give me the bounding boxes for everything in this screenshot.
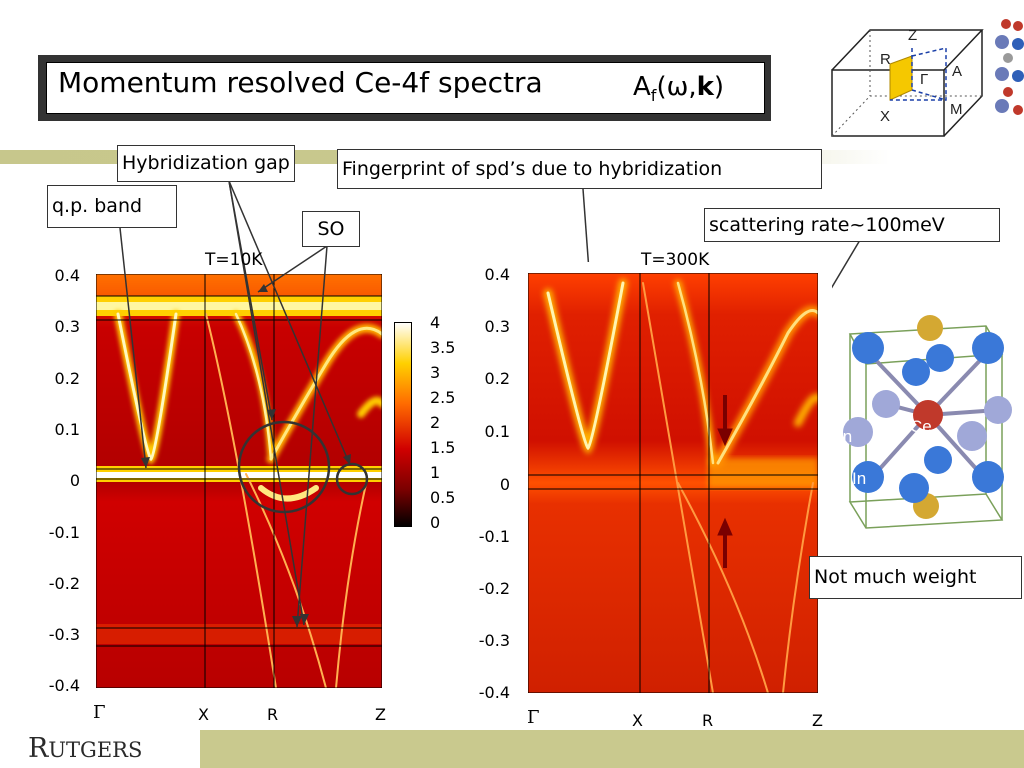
callout-hybridization-gap: Hybridization gap: [117, 145, 295, 182]
colorbar-tick: 2: [430, 413, 441, 432]
bz-label-a: A: [952, 63, 962, 80]
right-y-tick: 0.4: [484, 265, 510, 284]
left-y-tick: -0.3: [48, 625, 80, 644]
right-x-tick: R: [702, 711, 714, 730]
bz-label-r: R: [880, 51, 891, 68]
right-spectral-plot: [528, 273, 818, 693]
left-x-tick: X: [198, 705, 209, 724]
crystal-structure-image: Ce In In: [838, 315, 1012, 529]
left-y-tick: -0.1: [48, 523, 80, 542]
bz-label-m: M: [950, 101, 963, 118]
colorbar-tick: 0.5: [430, 488, 456, 507]
colorbar-tick: 3: [430, 363, 441, 382]
colorbar-tick: 0: [430, 513, 441, 532]
colorbar-tick: 1.5: [430, 438, 456, 457]
bz-label-gamma: Γ: [920, 71, 928, 88]
slide-title: Momentum resolved Ce-4f spectra: [58, 66, 543, 99]
bz-label-z: Z: [908, 27, 917, 44]
right-y-tick: 0: [499, 475, 510, 494]
left-temperature-label: T=10K: [205, 250, 263, 270]
left-x-tick: Z: [375, 705, 386, 724]
right-y-tick: -0.1: [478, 527, 510, 546]
left-y-tick: -0.2: [48, 574, 80, 593]
right-y-tick: 0.3: [484, 317, 510, 336]
right-x-tick: X: [632, 711, 643, 730]
left-y-tick: 0.1: [54, 420, 80, 439]
callout-qp-band: q.p. band: [47, 185, 177, 228]
brillouin-zone-diagram: Z R Γ A X M: [831, 27, 984, 137]
left-spectral-plot: [96, 274, 382, 688]
left-y-tick: 0: [69, 471, 80, 490]
right-temperature-label: T=300K: [641, 250, 710, 270]
right-y-tick: -0.3: [478, 631, 510, 650]
lattice-edge-decoration: [995, 19, 1024, 115]
colorbar-tick: 3.5: [430, 338, 456, 357]
right-y-tick: -0.2: [478, 579, 510, 598]
left-y-tick: 0.4: [54, 266, 80, 285]
crystal-label-ce: Ce: [910, 417, 932, 436]
left-y-tick: 0.3: [54, 317, 80, 336]
crystal-label-in: In: [852, 469, 866, 488]
rutgers-logo: RUTGERS: [28, 733, 143, 764]
callout-not-much-weight: Not much weight: [809, 556, 1022, 599]
colorbar-tick: 4: [430, 313, 441, 332]
crystal-label-in: In: [838, 427, 852, 446]
bz-label-x: X: [880, 108, 890, 125]
colorbar-tick: 1: [430, 463, 441, 482]
left-y-tick: 0.2: [54, 369, 80, 388]
right-y-tick: 0.1: [484, 422, 510, 441]
callout-scattering-rate: scattering rate~100meV: [704, 208, 1000, 242]
right-x-tick: Z: [812, 711, 823, 730]
title-panel: [46, 62, 765, 114]
logo-backdrop: [0, 730, 200, 768]
colorbar-tick: 2.5: [430, 388, 456, 407]
right-y-tick: 0.2: [484, 369, 510, 388]
right-y-tick: -0.4: [478, 683, 510, 702]
left-y-tick: -0.4: [48, 676, 80, 695]
left-x-tick: R: [267, 705, 279, 724]
callout-fingerprint: Fingerprint of spd’s due to hybridizatio…: [337, 149, 822, 189]
title-formula: Af(ω,k): [633, 72, 725, 106]
callout-so: SO: [302, 211, 360, 247]
left-x-tick: Γ: [93, 702, 106, 723]
colorbar: [394, 322, 412, 527]
right-x-tick: Γ: [527, 707, 540, 728]
